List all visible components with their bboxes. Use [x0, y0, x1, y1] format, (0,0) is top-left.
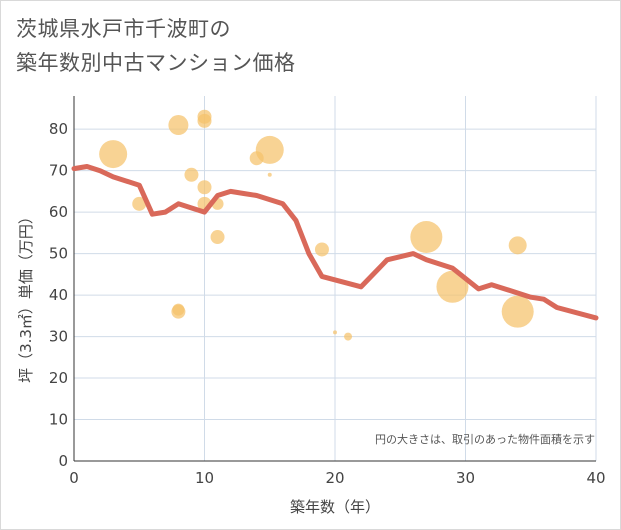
bubble-point [171, 304, 186, 319]
bubble-point [333, 330, 337, 335]
bubble-point [501, 295, 534, 328]
bubble-point [436, 270, 469, 303]
y-tick-label: 20 [49, 369, 68, 387]
bubble-point [99, 140, 128, 169]
bubble-point [132, 196, 147, 211]
title-line-1: 茨城県水戸市千波町の [16, 17, 231, 41]
size-note: 円の大きさは、取引のあった物件面積を示す [375, 432, 595, 446]
bubble-point [168, 115, 189, 136]
y-tick-label: 70 [49, 162, 68, 180]
x-axis-label: 築年数（年） [290, 498, 380, 516]
x-tick-label: 30 [456, 469, 475, 487]
x-tick-label: 0 [69, 469, 79, 487]
y-tick-label: 60 [49, 203, 68, 221]
bubble-point [267, 172, 272, 177]
bubble-point [197, 180, 212, 195]
y-tick-label: 50 [49, 245, 68, 263]
bubble-point [197, 113, 212, 128]
bubble-point [410, 221, 443, 254]
x-tick-label: 40 [586, 469, 605, 487]
trend-layer [71, 164, 599, 321]
x-tick-label: 10 [195, 469, 214, 487]
y-tick-label: 30 [49, 328, 68, 346]
y-tick-label: 10 [49, 411, 68, 429]
y-axis-label: 坪（3.3㎡）単価（万円） [17, 209, 35, 383]
y-tick-label: 0 [58, 452, 68, 470]
x-tick-label: 20 [325, 469, 344, 487]
bubble-point [314, 242, 329, 257]
bubble-point [210, 230, 225, 245]
tick-labels: 0 10 20 30 40 50 60 70 80 0 10 20 30 40 [49, 120, 606, 487]
chart-title: 茨城県水戸市千波町の 築年数別中古マンション価格 [16, 12, 296, 80]
y-tick-label: 80 [49, 120, 68, 138]
y-tick-label: 40 [49, 286, 68, 304]
bubble-point [255, 135, 284, 164]
bubble-point [508, 236, 527, 255]
bubbles [99, 109, 534, 341]
title-line-2: 築年数別中古マンション価格 [16, 51, 296, 75]
trend-line [71, 164, 599, 321]
bubble-point [344, 332, 353, 341]
bubble-point [184, 167, 199, 182]
